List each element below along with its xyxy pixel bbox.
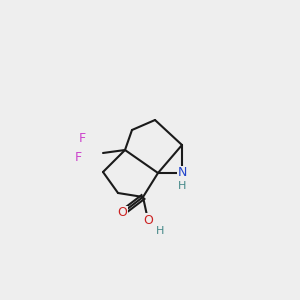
Text: O: O [143,214,153,226]
Text: H: H [156,226,164,236]
Text: N: N [177,167,187,179]
Text: H: H [178,181,186,191]
Text: F: F [78,131,85,145]
Text: O: O [117,206,127,220]
Text: F: F [74,152,82,164]
